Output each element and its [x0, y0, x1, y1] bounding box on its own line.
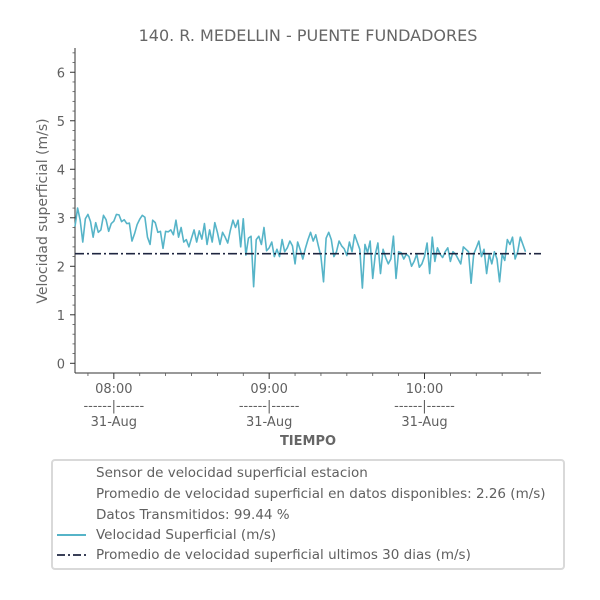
y-ticks: 0 1 2 3 4 5 6 — [57, 52, 75, 372]
y-axis-label: Velocidad superficial (m/s) — [35, 118, 51, 303]
legend-label-average-30d: Promedio de velocidad superficial ultimo… — [96, 547, 471, 563]
legend-info-transmitted: Datos Transmitidos: 99.44 % — [96, 507, 290, 523]
x-tick-time-1: 09:00 — [250, 382, 287, 397]
y-tick-label-0: 0 — [57, 357, 65, 372]
legend-info-sensor: Sensor de velocidad superficial estacion — [96, 465, 368, 481]
legend-info-average: Promedio de velocidad superficial en dat… — [96, 486, 546, 502]
x-tick-sep-1: ------|------ — [239, 399, 300, 414]
legend-label-velocity: Velocidad Superficial (m/s) — [96, 527, 276, 543]
x-tick-date-2: 31-Aug — [401, 415, 447, 430]
x-tick-sep-0: ------|------ — [83, 399, 144, 414]
y-tick-label-6: 6 — [57, 66, 65, 81]
y-tick-label-1: 1 — [57, 309, 65, 324]
chart-title: 140. R. MEDELLIN - PUENTE FUNDADORES — [139, 26, 478, 45]
y-tick-label-3: 3 — [57, 212, 65, 227]
series-layer — [74, 207, 541, 289]
y-tick-label-5: 5 — [57, 115, 65, 130]
x-tick-sep-2: ------|------ — [394, 399, 455, 414]
legend-frame — [51, 459, 565, 570]
legend: Sensor de velocidad superficial estacion… — [51, 459, 565, 570]
y-tick-label-2: 2 — [57, 260, 65, 275]
x-axis-label: TIEMPO — [280, 434, 336, 449]
x-tick-time-2: 10:00 — [406, 382, 443, 397]
x-tick-date-1: 31-Aug — [246, 415, 292, 430]
x-ticks: 08:00------|------31-Aug09:00------|----… — [83, 373, 529, 430]
x-tick-time-0: 08:00 — [95, 382, 132, 397]
series-line-velocity — [74, 207, 527, 289]
x-tick-date-0: 31-Aug — [91, 415, 137, 430]
y-tick-label-4: 4 — [57, 163, 65, 178]
